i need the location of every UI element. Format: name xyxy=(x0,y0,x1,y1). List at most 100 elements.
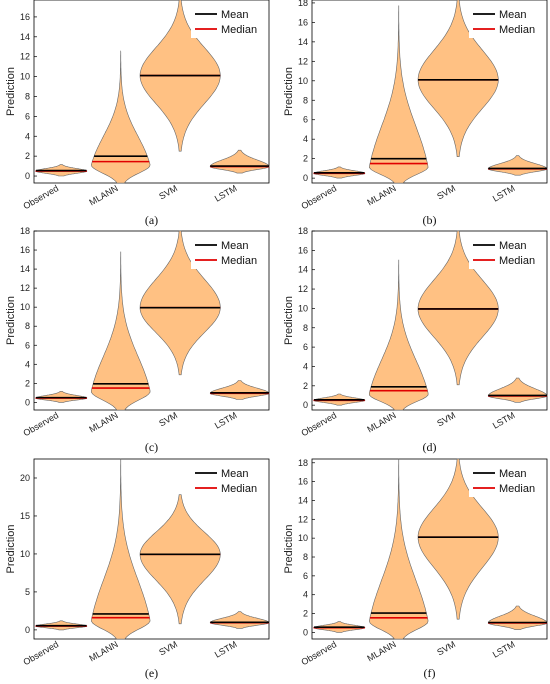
y-tick-label: 8 xyxy=(25,91,30,101)
y-tick-label: 0 xyxy=(25,397,30,407)
y-tick-label: 4 xyxy=(25,359,30,369)
y-tick-label: 10 xyxy=(20,72,30,82)
y-tick-label: 16 xyxy=(298,17,308,27)
y-tick-label: 2 xyxy=(25,378,30,388)
x-tick-label: Observed xyxy=(21,410,60,438)
legend-label-mean: Mean xyxy=(221,240,249,252)
y-tick-label: 4 xyxy=(303,361,308,371)
y-tick-label: 15 xyxy=(20,511,30,521)
x-tick-label: SVM xyxy=(157,183,179,201)
y-tick-label: 2 xyxy=(303,609,308,619)
panel-b: 0 2 4 6 8 10 12 14 16 18 Prediction Observed MLANN SV… xyxy=(283,0,548,227)
violin-mlann xyxy=(90,251,151,411)
violin-mlann xyxy=(90,458,151,640)
y-tick-label: 10 xyxy=(298,303,308,313)
x-tick-label: Observed xyxy=(299,410,338,438)
y-tick-label: 20 xyxy=(20,473,30,483)
legend-box xyxy=(469,4,543,38)
x-tick-label: MLANN xyxy=(365,410,397,434)
legend-label-mean: Mean xyxy=(499,468,527,480)
y-axis-label: Prediction xyxy=(5,525,17,574)
y-tick-label: 6 xyxy=(25,111,30,121)
panel-label: (f) xyxy=(424,666,436,680)
y-axis-label: Prediction xyxy=(283,67,295,116)
legend-box xyxy=(191,4,265,38)
x-tick-label: Observed xyxy=(299,183,338,211)
violin-lstm xyxy=(487,155,548,176)
panel-label: (a) xyxy=(145,213,158,227)
y-axis-label: Prediction xyxy=(283,525,295,574)
plot-area xyxy=(33,0,270,184)
legend-label-mean: Mean xyxy=(221,468,249,480)
y-tick-label: 4 xyxy=(303,590,308,600)
legend-label-median: Median xyxy=(499,483,535,495)
y-tick-label: 0 xyxy=(303,173,308,183)
x-tick-label: LSTM xyxy=(213,639,239,660)
legend-box xyxy=(469,235,543,269)
y-tick-label: 0 xyxy=(25,625,30,635)
x-tick-label: LSTM xyxy=(491,183,517,204)
x-tick-label: MLANN xyxy=(365,639,397,663)
violin-svm xyxy=(417,458,499,620)
y-tick-label: 6 xyxy=(303,342,308,352)
y-tick-label: 5 xyxy=(25,587,30,597)
y-tick-label: 8 xyxy=(303,323,308,333)
y-tick-label: 18 xyxy=(20,226,30,236)
y-tick-label: 16 xyxy=(20,12,30,22)
y-tick-label: 6 xyxy=(303,115,308,125)
legend-label-mean: Mean xyxy=(499,9,527,21)
y-tick-label: 18 xyxy=(298,226,308,236)
x-tick-label: Observed xyxy=(21,639,60,667)
violin-mlann xyxy=(369,259,429,411)
x-tick-label: SVM xyxy=(435,410,457,428)
y-tick-label: 4 xyxy=(25,131,30,141)
legend-label-median: Median xyxy=(221,483,257,495)
legend-box xyxy=(469,463,543,497)
plot-area xyxy=(33,458,270,640)
y-tick-label: 10 xyxy=(298,533,308,543)
x-tick-label: SVM xyxy=(435,639,457,657)
x-tick-label: LSTM xyxy=(213,183,239,204)
legend-label-median: Median xyxy=(499,255,535,267)
y-tick-label: 2 xyxy=(303,381,308,391)
legend-label-mean: Mean xyxy=(221,9,249,21)
y-tick-label: 14 xyxy=(20,264,30,274)
legend-label-median: Median xyxy=(221,255,257,267)
y-tick-label: 14 xyxy=(298,265,308,275)
violin-svm xyxy=(417,230,499,386)
legend-label-median: Median xyxy=(221,24,257,36)
y-tick-label: 18 xyxy=(298,0,308,8)
y-tick-label: 0 xyxy=(25,171,30,181)
y-tick-label: 2 xyxy=(25,151,30,161)
y-tick-label: 10 xyxy=(298,76,308,86)
violin-mlann xyxy=(368,5,429,184)
legend-box xyxy=(191,235,265,269)
y-tick-label: 18 xyxy=(298,458,308,468)
y-tick-label: 14 xyxy=(298,37,308,47)
x-tick-label: SVM xyxy=(435,183,457,201)
y-tick-label: 8 xyxy=(303,552,308,562)
y-tick-label: 8 xyxy=(303,95,308,105)
panel-e: 0 5 10 15 20 Prediction Observed MLANN SVM LSTM Me… xyxy=(5,458,270,680)
legend-label-mean: Mean xyxy=(499,240,527,252)
plot-area xyxy=(311,458,548,640)
y-tick-label: 8 xyxy=(25,321,30,331)
y-tick-label: 0 xyxy=(303,400,308,410)
violin-lstm xyxy=(209,149,270,174)
y-tick-label: 2 xyxy=(303,154,308,164)
panel-d: 0 2 4 6 8 10 12 14 16 18 Prediction Observed MLANN SV… xyxy=(283,226,548,454)
panel-c: 0 2 4 6 8 10 12 14 16 18 Prediction Observed MLANN SV… xyxy=(5,226,270,454)
violin-svm xyxy=(417,0,499,157)
violin-mlann xyxy=(368,458,429,640)
y-tick-label: 12 xyxy=(298,284,308,294)
violin-svm xyxy=(139,230,221,376)
violin-lstm xyxy=(209,611,270,629)
y-tick-label: 6 xyxy=(25,340,30,350)
x-tick-label: MLANN xyxy=(365,183,397,207)
panel-label: (b) xyxy=(423,213,437,227)
panel-label: (d) xyxy=(423,440,437,454)
violin-svm xyxy=(139,494,221,625)
panel-label: (c) xyxy=(145,440,158,454)
y-tick-label: 12 xyxy=(298,56,308,66)
